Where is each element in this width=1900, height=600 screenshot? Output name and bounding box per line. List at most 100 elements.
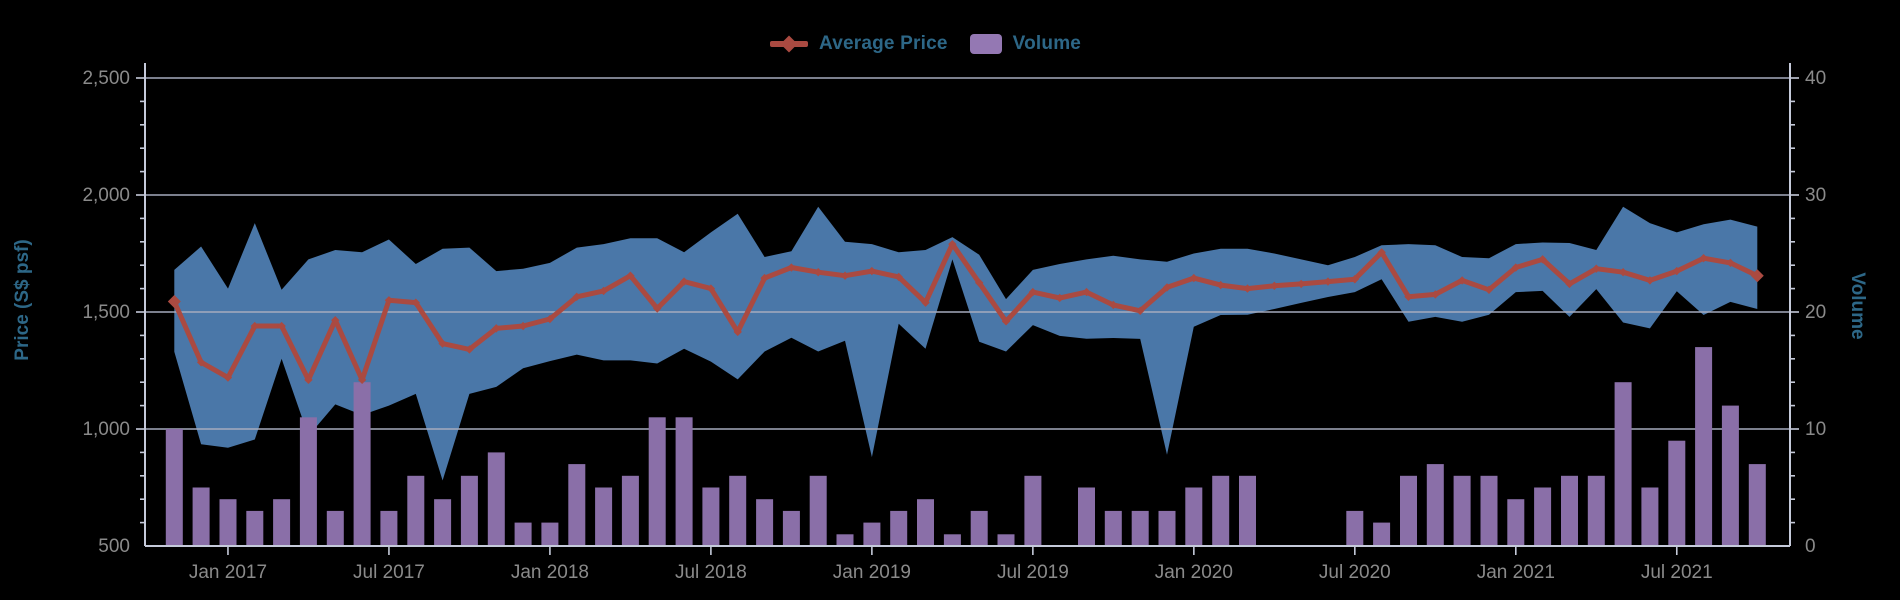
avg-price-point[interactable] (1511, 263, 1520, 272)
avg-price-point[interactable] (1404, 292, 1413, 301)
volume-bar[interactable] (809, 475, 827, 546)
volume-bar[interactable] (514, 522, 532, 546)
avg-price-point[interactable] (1377, 248, 1386, 257)
avg-price-point[interactable] (1109, 300, 1118, 310)
avg-price-point[interactable] (277, 321, 286, 331)
volume-bar[interactable] (1131, 510, 1149, 546)
volume-bar[interactable] (165, 429, 183, 546)
volume-bar[interactable] (1695, 347, 1713, 546)
avg-price-point[interactable] (1431, 290, 1440, 299)
avg-price-point[interactable] (814, 268, 823, 277)
volume-bar[interactable] (890, 510, 908, 546)
avg-price-point[interactable] (1216, 280, 1225, 290)
avg-price-point[interactable] (545, 314, 555, 324)
avg-price-point[interactable] (1189, 273, 1199, 283)
legend-item-volume[interactable]: Volume (969, 33, 1081, 55)
volume-bar[interactable] (1561, 475, 1578, 546)
volume-bar[interactable] (1400, 475, 1417, 546)
volume-bar[interactable] (1212, 475, 1230, 546)
volume-bar[interactable] (702, 487, 720, 547)
volume-bar[interactable] (1534, 487, 1552, 547)
avg-price-point[interactable] (384, 296, 394, 305)
volume-bar[interactable] (1507, 499, 1525, 546)
avg-price-point[interactable] (1270, 281, 1279, 290)
volume-bar[interactable] (863, 522, 881, 546)
avg-price-point[interactable] (1296, 279, 1306, 289)
volume-bar[interactable] (1239, 475, 1256, 546)
volume-bar[interactable] (434, 499, 452, 546)
avg-price-point[interactable] (975, 278, 984, 287)
volume-bar[interactable] (836, 534, 854, 546)
volume-bar[interactable] (1373, 522, 1391, 546)
avg-price-point[interactable] (331, 315, 340, 325)
avg-price-point[interactable] (492, 324, 501, 333)
volume-bar[interactable] (675, 417, 693, 546)
volume-bar[interactable] (648, 417, 666, 546)
avg-price-point[interactable] (1699, 253, 1708, 263)
volume-bar[interactable] (1641, 487, 1659, 547)
volume-bar[interactable] (407, 475, 425, 546)
avg-price-point[interactable] (1001, 317, 1011, 326)
volume-bar[interactable] (1748, 464, 1766, 546)
volume-bar[interactable] (1453, 475, 1471, 546)
avg-price-point[interactable] (167, 294, 181, 308)
avg-price-point[interactable] (787, 263, 796, 272)
avg-price-point[interactable] (1538, 255, 1547, 264)
avg-price-point[interactable] (921, 298, 930, 307)
volume-bar[interactable] (621, 475, 639, 546)
avg-price-point[interactable] (438, 339, 447, 348)
volume-bar[interactable] (1346, 510, 1364, 546)
volume-bar[interactable] (219, 499, 237, 546)
volume-bar[interactable] (1024, 475, 1042, 546)
avg-price-point[interactable] (760, 273, 769, 283)
avg-price-point[interactable] (599, 286, 608, 296)
volume-bar[interactable] (1614, 382, 1632, 546)
volume-bar[interactable] (997, 534, 1015, 546)
volume-bar[interactable] (1721, 405, 1739, 546)
avg-price-point[interactable] (1672, 266, 1681, 276)
volume-bar[interactable] (1185, 487, 1203, 547)
volume-bar[interactable] (1587, 475, 1605, 546)
volume-bar[interactable] (729, 475, 747, 546)
volume-bar[interactable] (1078, 487, 1095, 547)
avg-price-point[interactable] (1055, 293, 1064, 303)
avg-price-point[interactable] (196, 358, 206, 367)
volume-bar[interactable] (380, 510, 398, 546)
avg-price-point[interactable] (733, 327, 742, 337)
avg-price-point[interactable] (653, 304, 662, 313)
volume-bar[interactable] (353, 382, 371, 546)
avg-price-point[interactable] (840, 271, 850, 280)
volume-bar[interactable] (487, 452, 505, 546)
volume-bar[interactable] (460, 475, 478, 546)
legend-item-average-price[interactable]: Average Price (770, 33, 948, 55)
volume-bar[interactable] (273, 499, 291, 546)
avg-price-point[interactable] (250, 321, 259, 331)
volume-bar[interactable] (782, 510, 800, 546)
avg-price-point[interactable] (1028, 287, 1038, 297)
avg-price-point[interactable] (518, 321, 528, 331)
volume-bar[interactable] (246, 510, 264, 546)
avg-price-point[interactable] (1565, 279, 1574, 289)
avg-price-point[interactable] (679, 277, 689, 286)
avg-price-point[interactable] (1645, 276, 1655, 285)
avg-price-point[interactable] (1135, 306, 1145, 316)
avg-price-point[interactable] (465, 345, 474, 354)
volume-bar[interactable] (1480, 475, 1498, 546)
avg-price-point[interactable] (411, 298, 420, 307)
avg-price-point[interactable] (304, 375, 313, 385)
avg-price-point[interactable] (706, 284, 716, 293)
volume-bar[interactable] (192, 487, 210, 547)
avg-price-point[interactable] (894, 272, 903, 282)
volume-bar[interactable] (756, 499, 774, 546)
avg-price-point[interactable] (1162, 283, 1172, 292)
avg-price-point[interactable] (572, 292, 581, 301)
volume-bar[interactable] (595, 487, 613, 547)
volume-bar[interactable] (1426, 464, 1444, 546)
volume-bar[interactable] (1158, 510, 1176, 546)
avg-price-point[interactable] (1484, 285, 1494, 294)
volume-bar[interactable] (541, 522, 559, 546)
avg-price-point[interactable] (1243, 284, 1252, 293)
avg-price-point[interactable] (867, 266, 877, 276)
volume-bar[interactable] (943, 534, 961, 546)
avg-price-point[interactable] (1618, 268, 1628, 277)
